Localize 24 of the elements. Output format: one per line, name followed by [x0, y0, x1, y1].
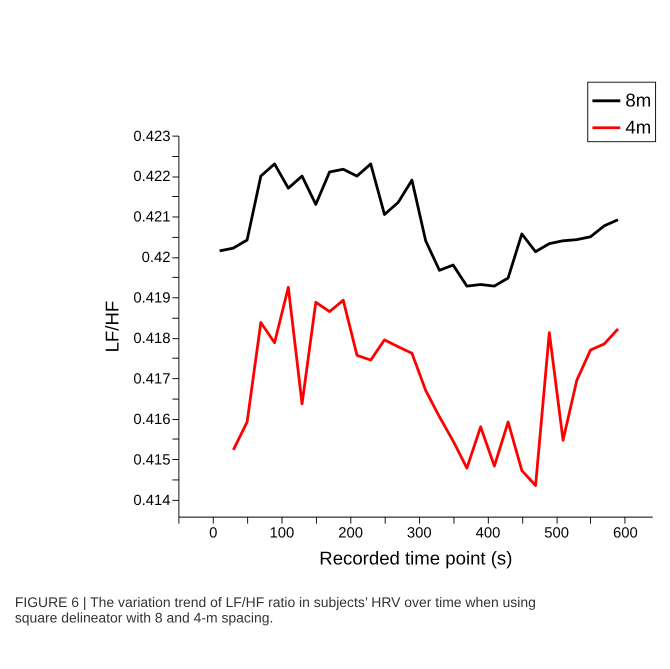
y-tick-label: 0.415: [133, 452, 171, 468]
y-tick-label: 0.422: [133, 169, 171, 186]
x-tick-label: 400: [476, 526, 500, 542]
x-tick-label: 500: [544, 526, 570, 542]
y-tick-label: 0.418: [133, 330, 171, 347]
line-series: [218, 162, 620, 288]
line-series: [232, 286, 620, 487]
y-tick-label: 0.416: [133, 412, 171, 428]
y-tick-label: 0.421: [133, 210, 171, 226]
legend-label: 4m: [625, 116, 652, 138]
y-tick-label: 0.423: [133, 128, 171, 145]
y-tick-label: 0.419: [133, 290, 171, 307]
x-tick-label: 600: [612, 526, 638, 542]
x-axis-title: Recorded time point (s): [319, 548, 512, 568]
x-tick-label: 100: [270, 526, 294, 542]
x-tick-label: 300: [406, 526, 432, 542]
y-tick-label: 0.414: [133, 492, 171, 509]
caption: FIGURE 6 | The variation trend of LF/HF ratio in subjects’ HRV over time when using square delineator with 8 and 4-m spacing.: [14, 594, 536, 626]
x-tick-label: 0: [209, 526, 218, 542]
y-tick-label: 0.42: [142, 250, 171, 266]
legend-label: 8m: [625, 89, 652, 110]
y-axis-title: LF/HF: [101, 300, 122, 352]
y-tick-label: 0.417: [133, 371, 171, 388]
x-tick-label: 200: [338, 526, 363, 542]
